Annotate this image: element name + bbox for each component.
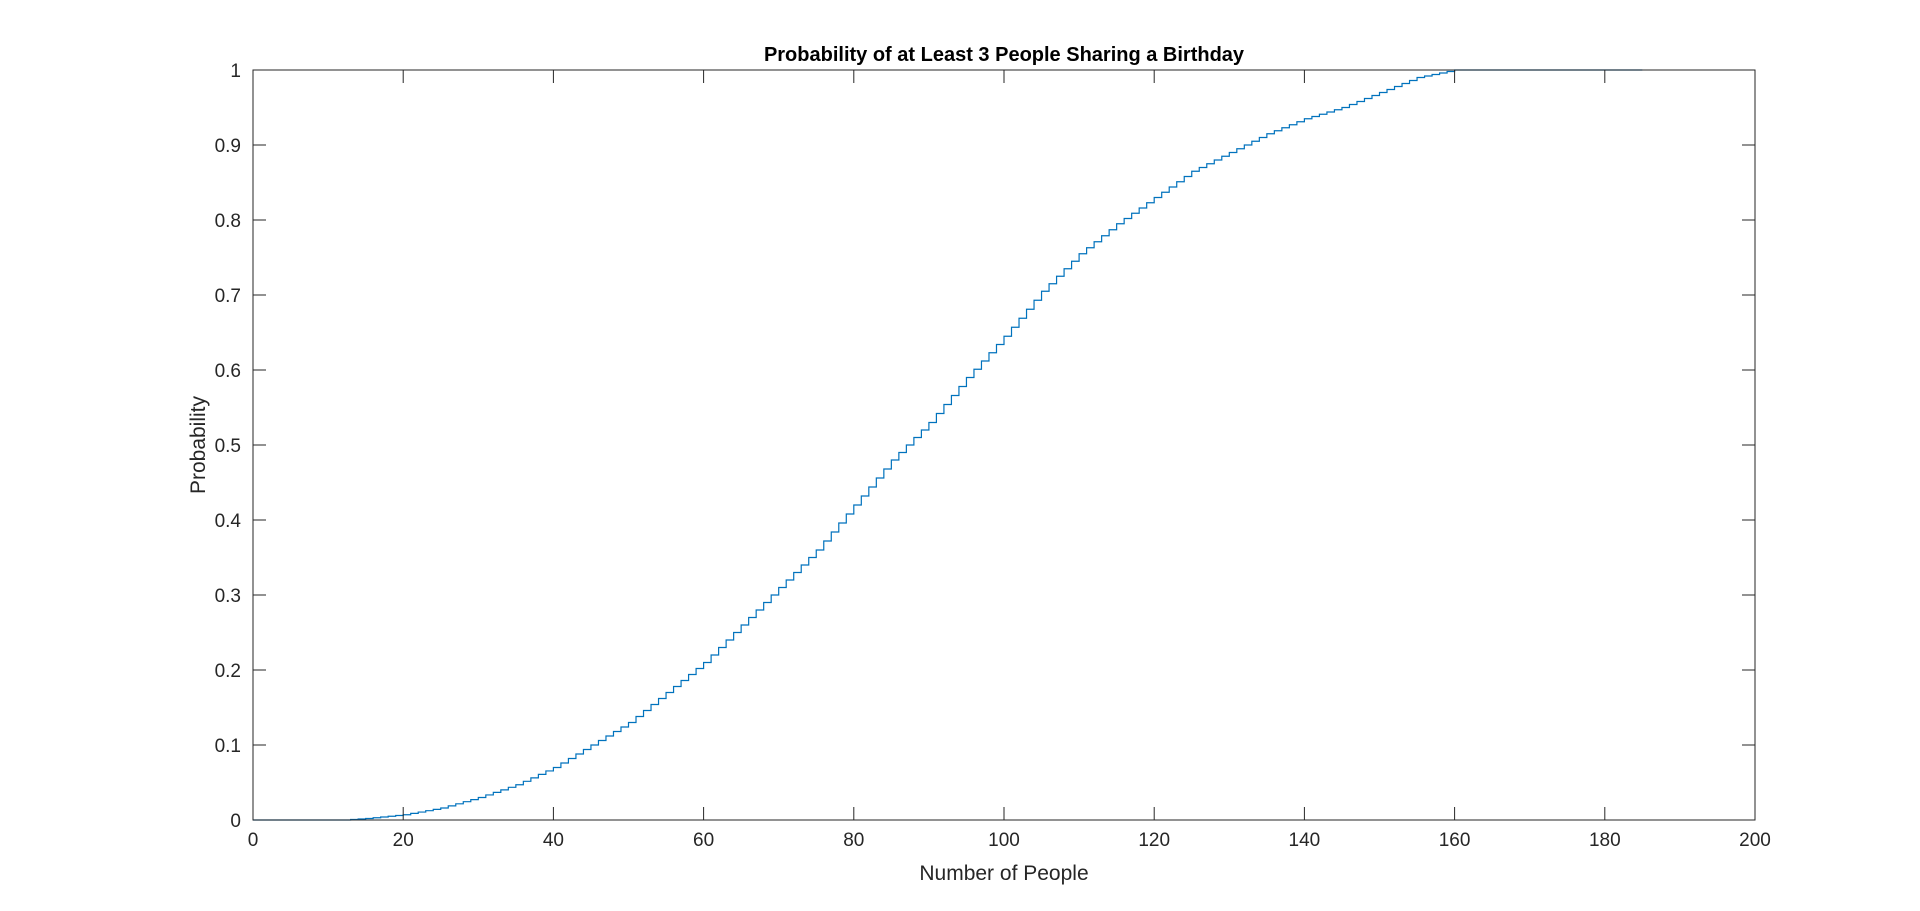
y-tick-label: 0.8 (215, 211, 241, 232)
y-tick-label: 0.6 (215, 361, 241, 382)
probability-step-line (253, 69, 1643, 821)
x-tick-label: 60 (693, 830, 714, 851)
y-tick-label: 1 (230, 61, 241, 82)
y-tick-label: 0.7 (215, 286, 241, 307)
x-tick-label: 20 (393, 830, 414, 851)
x-axis-label: Number of People (919, 862, 1088, 885)
y-axis-label: Probability (187, 395, 210, 494)
x-tick-label: 120 (1138, 830, 1170, 851)
y-tick-label: 0.5 (215, 436, 241, 457)
x-tick-label: 160 (1439, 830, 1471, 851)
y-tick-label: 0 (230, 811, 241, 832)
y-tick-label: 0.3 (215, 586, 241, 607)
series-layer (253, 69, 1643, 821)
x-tick-label: 180 (1589, 830, 1621, 851)
x-tick-label: 140 (1289, 830, 1321, 851)
ticks-layer (252, 69, 1756, 821)
x-tick-label: 0 (248, 830, 259, 851)
x-tick-label: 80 (843, 830, 864, 851)
x-tick-label: 40 (543, 830, 564, 851)
y-tick-label: 0.9 (215, 136, 241, 157)
x-tick-label: 100 (988, 830, 1020, 851)
y-tick-label: 0.1 (215, 736, 241, 757)
y-tick-label: 0.2 (215, 661, 241, 682)
x-tick-label: 200 (1739, 830, 1771, 851)
plot-area (253, 70, 1755, 820)
y-tick-label: 0.4 (215, 511, 242, 532)
tick-labels-layer: 0 20 40 60 80 100 120 140 160 180 200 0 0.1 0.2 0.3 0.4… (215, 61, 1771, 851)
chart-title: Probability of at Least 3 People Sharing… (764, 44, 1245, 66)
